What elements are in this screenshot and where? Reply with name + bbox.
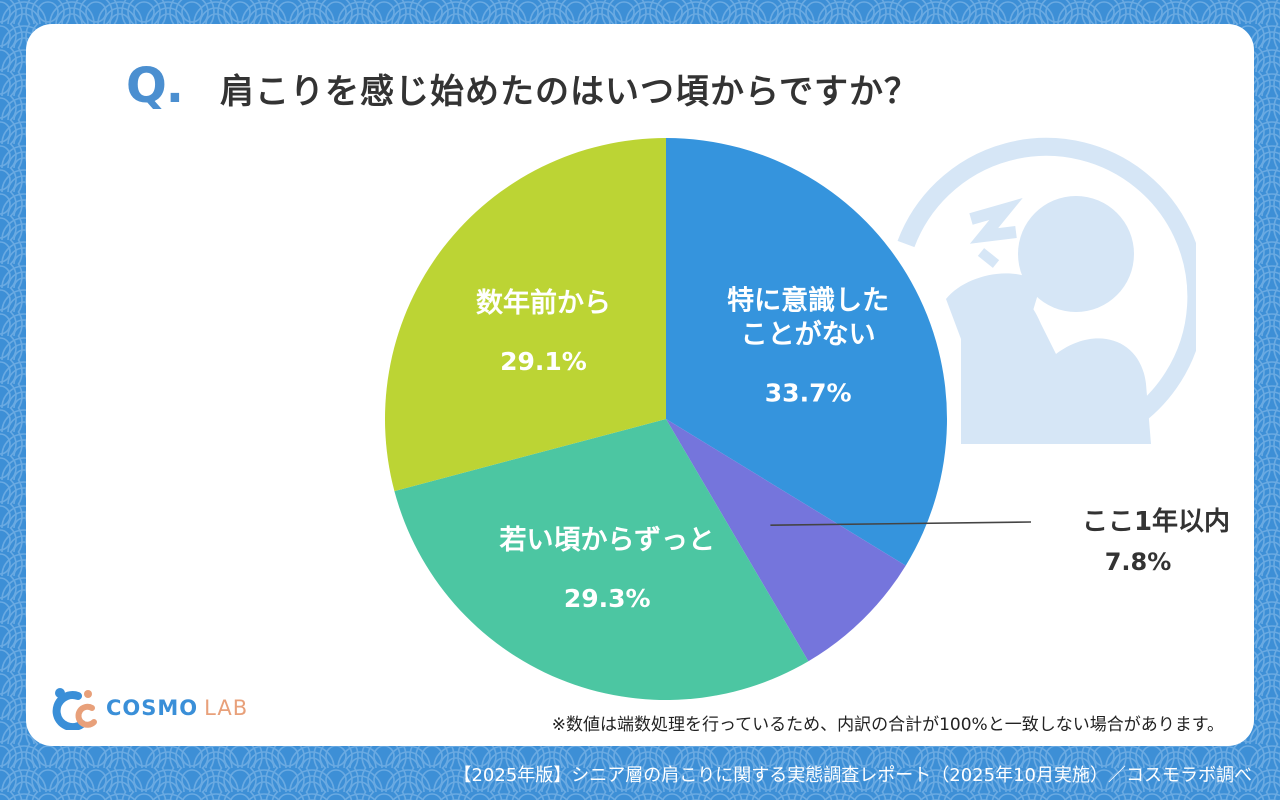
slice-label: 特に意識した (727, 284, 889, 316)
slice-value-label: 29.3% (564, 584, 651, 613)
pie-slice (394, 419, 809, 700)
logo-brand-text: COSMO (106, 696, 199, 720)
cosmo-lab-logo: COSMO LAB (48, 686, 249, 732)
content-card: Q. 肩こりを感じ始めたのはいつ頃からですか？ 特に意識した ことがない 33.7%… (26, 24, 1254, 746)
shoulder-pain-person-icon (897, 137, 1196, 444)
logo-suffix-text: LAB (204, 696, 249, 720)
leader-line (770, 521, 1032, 527)
slice-label: ここ1年以内 (1082, 506, 1230, 537)
page-title: 肩こりを感じ始めたのはいつ頃からですか？ (220, 72, 919, 112)
slice-label: 若い頃からずっと (500, 525, 715, 556)
slice-value-label: 33.7% (765, 378, 852, 407)
slice-label: ことがない (741, 318, 876, 350)
footnote: ※数値は端数処理を行っているため、内訳の合計が100%と一致しない場合があります… (551, 715, 1224, 735)
question-mark-label: Q. (126, 58, 184, 114)
pie-slice (384, 138, 666, 492)
pie-slice (666, 419, 906, 662)
pie-slice (666, 138, 947, 566)
source-footer: 【2025年版】シニア層の肩こりに関する実態調査レポート（2025年10月実施）… (453, 765, 1252, 786)
slice-value-label: 7.8% (1105, 548, 1172, 576)
slice-value-label: 29.1% (500, 347, 587, 376)
slice-label: 数年前から (476, 287, 611, 319)
logo-mark-icon (52, 688, 97, 732)
